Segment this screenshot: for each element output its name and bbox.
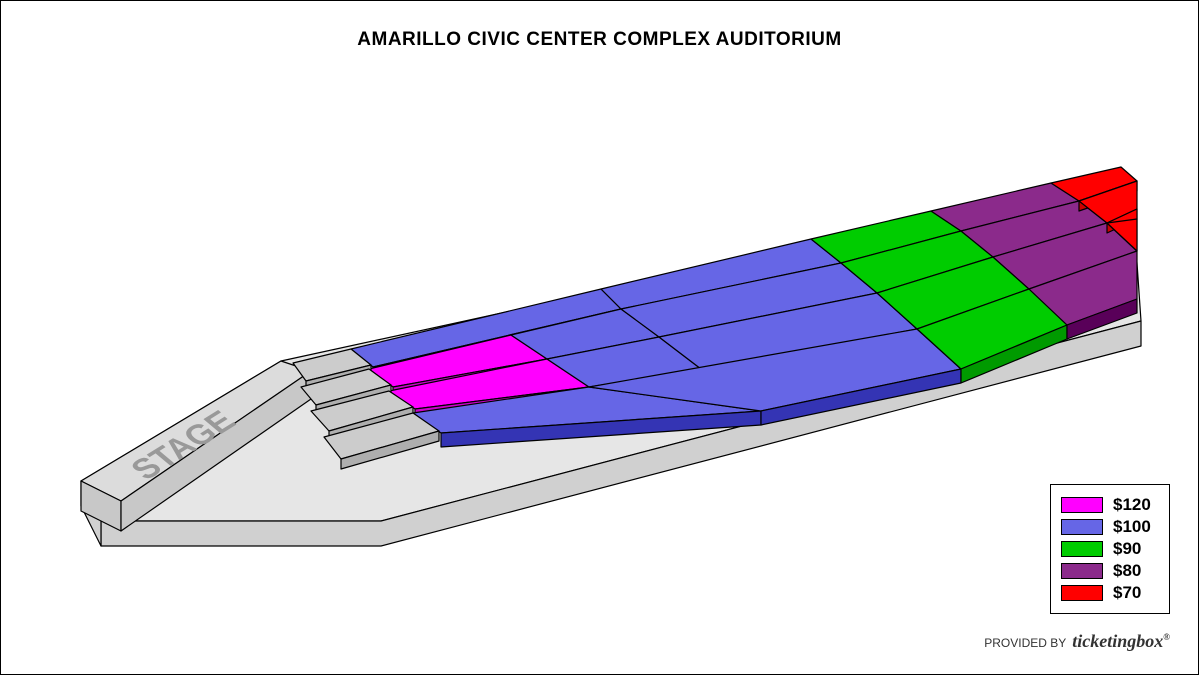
seating-diagram: STAGE xyxy=(41,101,1161,561)
page-title: AMARILLO CIVIC CENTER COMPLEX AUDITORIUM xyxy=(1,29,1198,51)
legend-row: $90 xyxy=(1061,539,1159,559)
legend-label: $80 xyxy=(1113,561,1159,581)
attribution-prefix: PROVIDED BY xyxy=(984,636,1066,650)
price-legend: $120$100$90$80$70 xyxy=(1050,484,1170,614)
legend-label: $70 xyxy=(1113,583,1159,603)
attribution-brand: ticketingbox® xyxy=(1072,631,1170,652)
legend-swatch xyxy=(1061,585,1103,601)
attribution: PROVIDED BY ticketingbox® xyxy=(984,631,1170,652)
legend-label: $90 xyxy=(1113,539,1159,559)
seating-svg: STAGE xyxy=(41,101,1161,561)
legend-row: $70 xyxy=(1061,583,1159,603)
legend-label: $120 xyxy=(1113,495,1159,515)
legend-row: $100 xyxy=(1061,517,1159,537)
legend-swatch xyxy=(1061,541,1103,557)
legend-swatch xyxy=(1061,563,1103,579)
legend-swatch xyxy=(1061,519,1103,535)
legend-row: $120 xyxy=(1061,495,1159,515)
legend-label: $100 xyxy=(1113,517,1159,537)
legend-row: $80 xyxy=(1061,561,1159,581)
legend-swatch xyxy=(1061,497,1103,513)
